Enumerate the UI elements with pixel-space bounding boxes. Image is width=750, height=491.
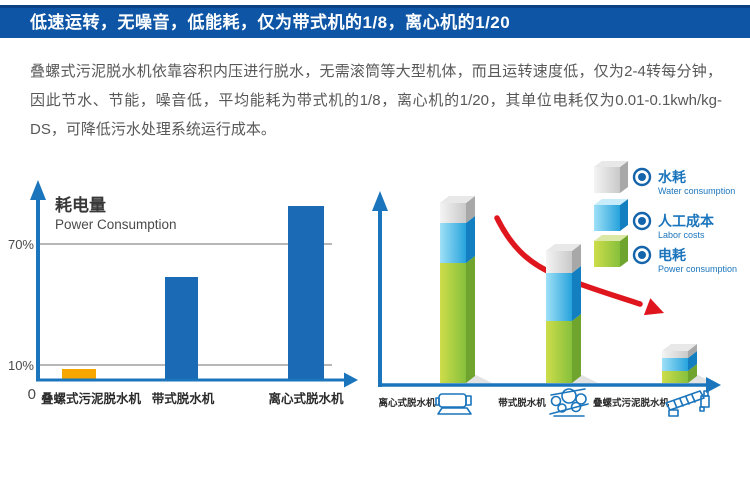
trend-arrow-head-icon — [643, 298, 664, 316]
bar-segment-人工成本 — [440, 223, 466, 263]
legend-cube-top-电耗 — [594, 235, 628, 241]
bar-segment-side-水耗 — [688, 344, 697, 358]
ytick-10: 10% — [8, 358, 34, 373]
ytick-0: 0 — [28, 386, 36, 403]
bar-segment-side-电耗 — [688, 364, 697, 383]
belt-press-dewatering-machine-icon — [549, 388, 589, 417]
legend-bullet-power-icon — [632, 245, 652, 265]
intro-paragraph: 叠螺式污泥脱水机依靠容积内压进行脱水，无需滚筒等大型机体，而且运转速度低，仅为2… — [30, 63, 722, 138]
ytick-70: 70% — [8, 237, 34, 252]
legend-label-power: 电耗 — [658, 247, 686, 263]
centrifuge-dewatering-machine-icon — [435, 393, 472, 415]
category-label-belt-press: 带式脱水机 — [498, 397, 546, 409]
legend-bullet-water-icon — [632, 167, 652, 187]
bar-segment-电耗 — [440, 263, 466, 383]
bar-segment-side-人工成本 — [572, 266, 581, 321]
stacked-bars-group — [440, 196, 714, 383]
x-axis-arrow-icon — [706, 377, 721, 393]
bar-segment-水耗 — [662, 351, 688, 358]
x-axis-arrow-icon — [344, 372, 358, 388]
legend-sublabel-labor: Labor costs — [658, 230, 705, 240]
category-label-screw-press: 叠螺式污泥脱水机 — [41, 391, 142, 406]
legend-bullet-labor-icon — [632, 211, 652, 231]
legend-sublabel-water: Water consumption — [658, 186, 735, 196]
bar-segment-side-水耗 — [466, 196, 475, 223]
chart-subtitle: Power Consumption — [55, 217, 177, 232]
legend-cube-side-人工成本 — [620, 199, 628, 231]
legend-cube-top-水耗 — [594, 161, 628, 167]
bar-segment-水耗 — [440, 203, 466, 223]
category-label-screw-press: 叠螺式污泥脱水机 — [593, 397, 670, 409]
bar-segment-side-电耗 — [466, 256, 475, 383]
cost-comparison-3d-chart: 水耗 Water consumption 人工成本 Labor costs 电耗… — [372, 161, 737, 417]
chart-title: 耗电量 — [55, 195, 106, 215]
bar-segment-side-水耗 — [572, 244, 581, 273]
legend-cubes-group — [594, 161, 628, 267]
bar-segment-side-人工成本 — [466, 216, 475, 263]
legend-cube-电耗 — [594, 241, 620, 267]
y-axis-arrow-icon — [372, 191, 388, 211]
category-label-centrifuge: 离心式脱水机 — [268, 391, 344, 406]
bar-top-face — [662, 344, 697, 351]
legend-cube-top-人工成本 — [594, 199, 628, 205]
category-label-belt-press: 带式脱水机 — [152, 391, 215, 406]
bar-top-face — [546, 244, 581, 251]
bar-离心式脱水机 — [288, 206, 324, 379]
legend-cube-水耗 — [594, 167, 620, 193]
bar-segment-水耗 — [546, 251, 572, 273]
legend-cube-side-水耗 — [620, 161, 628, 193]
bar-segment-电耗 — [662, 371, 688, 383]
bar-带式脱水机 — [165, 277, 198, 379]
legend-sublabel-power: Power consumption — [658, 264, 737, 274]
legend-cube-side-电耗 — [620, 235, 628, 267]
header-banner: 低速运转，无噪音，低能耗，仅为带式机的1/8，离心机的1/20 — [0, 5, 750, 38]
bars-group — [62, 206, 324, 379]
y-axis-arrow-icon — [30, 180, 46, 200]
banner-title: 低速运转，无噪音，低能耗，仅为带式机的1/8，离心机的1/20 — [30, 13, 511, 32]
bar-top-face — [440, 196, 475, 203]
legend: 水耗 Water consumption 人工成本 Labor costs 电耗… — [632, 167, 737, 274]
power-consumption-bar-chart: 耗电量 Power Consumption 70% 10% 0 叠螺式污泥脱水机… — [8, 180, 358, 406]
bar-segment-人工成本 — [662, 358, 688, 371]
bar-segment-side-人工成本 — [688, 351, 697, 371]
bar-segment-人工成本 — [546, 273, 572, 321]
bar-segment-电耗 — [546, 321, 572, 383]
bar-segment-side-电耗 — [572, 314, 581, 383]
legend-label-water: 水耗 — [658, 169, 686, 185]
bar-叠螺式污泥脱水机 — [62, 369, 96, 379]
screw-press-dewatering-machine-icon — [665, 390, 710, 417]
legend-label-labor: 人工成本 — [658, 213, 715, 229]
legend-cube-人工成本 — [594, 205, 620, 231]
category-label-centrifuge: 离心式脱水机 — [378, 397, 436, 409]
